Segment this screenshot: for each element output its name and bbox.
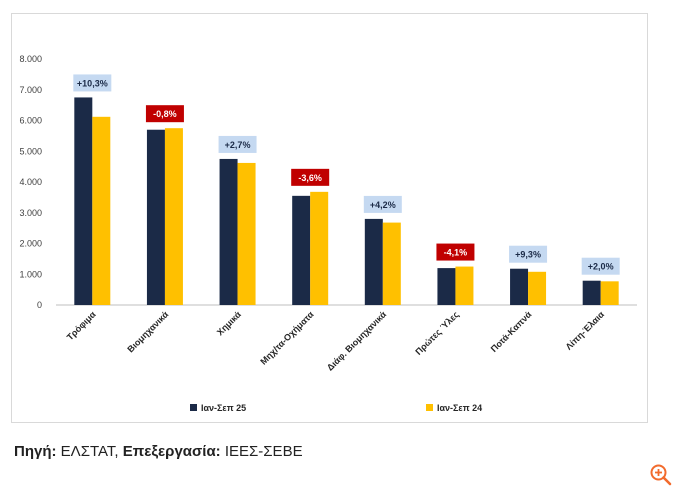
bar-ian-sep-25 <box>510 268 529 305</box>
category-label: Μηχ/τα-Οχήματα <box>258 309 316 367</box>
zoom-icon[interactable] <box>648 462 674 488</box>
change-badge-label: -3,6% <box>298 173 322 183</box>
source-label: Πηγή: <box>14 443 57 460</box>
chart-frame: 0 1.000 2.000 3.000 4.000 5.000 6.000 7.000 8.00… <box>11 13 648 423</box>
bar-ian-sep-25 <box>219 158 238 305</box>
bar-ian-sep-24 <box>528 271 547 305</box>
bar-ian-sep-24 <box>455 266 474 305</box>
bar-ian-sep-25 <box>364 218 383 305</box>
change-badge-label: -4,1% <box>444 248 468 258</box>
processing-value: ΙΕΕΣ-ΣΕΒΕ <box>224 443 303 460</box>
y-tick-label: 0 <box>37 300 42 310</box>
change-badge-label: +4,2% <box>370 200 396 210</box>
change-badge <box>436 243 475 261</box>
change-badge-label: +9,3% <box>515 250 541 260</box>
processing-label: Επεξεργασία: <box>122 443 221 460</box>
y-tick-label: 7.000 <box>19 85 42 95</box>
bar-ian-sep-25 <box>74 97 93 305</box>
bar-ian-sep-24 <box>164 128 183 305</box>
bar-ian-sep-24 <box>600 281 619 305</box>
change-badge <box>509 245 548 263</box>
bar-ian-sep-25 <box>582 280 601 305</box>
category-label: Χημικά <box>215 309 243 337</box>
category-label: Διάφ. Βιομηχανικά <box>325 309 389 373</box>
category-label: Λίπη-Έλαια <box>564 309 607 352</box>
zoom-in-icon <box>650 464 672 486</box>
change-badge <box>73 74 112 92</box>
change-badge <box>145 105 184 123</box>
y-tick-label: 1.000 <box>19 269 42 279</box>
y-tick-label: 5.000 <box>19 146 42 156</box>
y-tick-label: 6.000 <box>19 116 42 126</box>
category-label: Τρόφιμα <box>65 309 98 342</box>
source-value: ΕΛΣΤΑΤ, <box>60 443 119 460</box>
y-tick-label: 2.000 <box>19 239 42 249</box>
change-badge-label: -0,8% <box>153 109 177 119</box>
legend-swatch <box>190 404 197 411</box>
y-tick-label: 4.000 <box>19 177 42 187</box>
bar-ian-sep-25 <box>437 268 456 305</box>
bar-ian-sep-24 <box>92 116 111 305</box>
change-badge <box>291 168 330 186</box>
category-label: Βιομηχανικά <box>125 309 170 354</box>
bar-ian-sep-25 <box>292 195 311 305</box>
change-badge <box>218 135 257 153</box>
change-badge-label: +2,7% <box>225 140 251 150</box>
y-tick-label: 8.000 <box>19 54 42 64</box>
change-badge-label: +10,3% <box>77 78 108 88</box>
legend-label: Ιαν-Σεπ 24 <box>437 403 482 413</box>
bar-ian-sep-24 <box>237 162 256 305</box>
category-label: Ποτά-Καπνά <box>489 309 534 354</box>
legend-label: Ιαν-Σεπ 25 <box>201 403 246 413</box>
y-tick-label: 3.000 <box>19 208 42 218</box>
bar-ian-sep-24 <box>382 222 401 305</box>
change-badge-label: +2,0% <box>588 262 614 272</box>
bar-ian-sep-24 <box>310 191 329 305</box>
change-badge <box>363 195 402 213</box>
source-line: Πηγή: ΕΛΣΤΑΤ, Επεξεργασία: ΙΕΕΣ-ΣΕΒΕ <box>14 443 303 460</box>
legend-swatch <box>426 404 433 411</box>
change-badge <box>581 257 620 275</box>
bar-chart: 0 1.000 2.000 3.000 4.000 5.000 6.000 7.000 8.00… <box>19 54 637 413</box>
bar-ian-sep-25 <box>146 129 165 305</box>
category-label: Πρώτες Ύλες <box>413 309 461 357</box>
